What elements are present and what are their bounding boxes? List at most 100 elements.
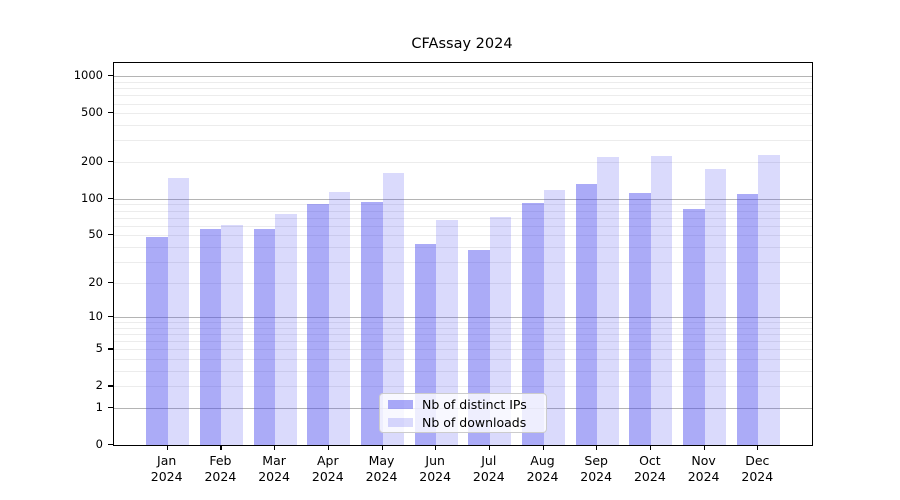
x-tick-dec — [757, 445, 759, 450]
x-tick-year-oct: 2024 — [633, 469, 666, 484]
x-tick-month-apr: Apr — [316, 453, 339, 468]
y-tick-label-10: 10 — [88, 309, 103, 323]
x-tick-label-aug: Aug 2024 — [511, 453, 575, 485]
bar-distinct-ips-may — [361, 202, 383, 445]
x-tick-year-nov: 2024 — [687, 469, 720, 484]
x-tick-month-aug: Aug — [530, 453, 555, 468]
gridline-minor-6 — [114, 341, 812, 343]
y-tick-label-100: 100 — [81, 190, 103, 205]
x-tick-label-nov: Nov 2024 — [672, 453, 736, 485]
x-tick-label-oct: Oct 2024 — [618, 453, 682, 485]
x-tick-year-jan: 2024 — [150, 469, 183, 484]
x-tick-may — [381, 445, 383, 450]
gridline-minor-200 — [114, 162, 812, 163]
gridline-minor-4 — [114, 359, 812, 361]
legend-swatch-downloads-icon — [388, 417, 413, 427]
x-tick-label-mar: Mar 2024 — [242, 453, 306, 485]
y-tick-label-1000: 1000 — [73, 68, 103, 83]
bar-distinct-ips-jan — [146, 237, 168, 445]
x-tick-month-sep: Sep — [584, 453, 608, 468]
x-tick-month-oct: Oct — [639, 453, 661, 468]
x-tick-month-dec: Dec — [745, 453, 770, 468]
bar-distinct-ips-nov — [683, 209, 705, 445]
y-tick-0 — [108, 444, 113, 446]
legend-entry-downloads: Nb of downloads — [388, 415, 538, 430]
x-tick-year-mar: 2024 — [258, 469, 290, 484]
x-tick-mar — [274, 445, 276, 450]
x-tick-year-aug: 2024 — [526, 469, 559, 484]
gridline-minor-20 — [114, 282, 812, 284]
x-tick-jun — [435, 445, 437, 450]
bar-distinct-ips-sep — [575, 184, 598, 445]
gridline-minor-400 — [114, 125, 812, 127]
y-tick-label-2: 2 — [95, 378, 103, 393]
x-tick-feb — [220, 445, 222, 450]
y-tick-50 — [108, 234, 113, 236]
gridline-major-10 — [114, 317, 812, 318]
y-tick-label-500: 500 — [81, 105, 103, 120]
gridline-minor-500 — [114, 113, 812, 115]
x-tick-year-feb: 2024 — [204, 469, 237, 484]
gridline-minor-300 — [114, 140, 812, 142]
x-tick-year-jul: 2024 — [472, 469, 505, 484]
bar-downloads-jan — [167, 177, 190, 445]
x-tick-year-apr: 2024 — [311, 469, 344, 484]
x-tick-month-mar: Mar — [262, 453, 286, 468]
legend-entry-distinct-ips: Nb of distinct IPs — [388, 397, 538, 412]
gridline-major-1000 — [114, 76, 812, 78]
gridline-minor-9 — [114, 322, 812, 324]
x-tick-sep — [596, 445, 598, 450]
y-tick-1000 — [108, 75, 113, 77]
bar-downloads-sep — [597, 157, 619, 445]
gridline-minor-2 — [114, 386, 812, 388]
bar-downloads-apr — [328, 192, 351, 445]
x-tick-year-dec: 2024 — [741, 469, 774, 484]
y-tick-5 — [108, 348, 113, 350]
gridline-minor-60 — [114, 225, 812, 227]
bar-downloads-may — [382, 173, 404, 445]
gridline-minor-800 — [114, 88, 812, 90]
x-tick-label-dec: Dec 2024 — [725, 453, 789, 485]
x-tick-jul — [488, 445, 490, 450]
y-tick-label-20: 20 — [88, 274, 103, 289]
x-tick-year-sep: 2024 — [580, 469, 613, 484]
y-tick-10 — [108, 316, 113, 318]
gridline-minor-70 — [114, 217, 812, 219]
x-tick-apr — [327, 445, 329, 450]
legend-label-downloads: Nb of downloads — [422, 414, 527, 430]
y-tick-20 — [108, 281, 113, 283]
gridline-minor-5 — [114, 349, 812, 351]
bar-distinct-ips-feb — [199, 229, 222, 445]
x-tick-label-may: May 2024 — [350, 453, 414, 485]
y-tick-label-0: 0 — [95, 437, 103, 451]
bar-downloads-nov — [704, 169, 727, 445]
y-tick-label-1: 1 — [95, 400, 103, 414]
legend-swatch-distinct-ips-icon — [388, 399, 413, 409]
legend: Nb of distinct IPs Nb of downloads — [379, 393, 547, 433]
bar-distinct-ips-dec — [736, 194, 759, 445]
x-tick-month-jun: Jun — [425, 453, 445, 468]
gridline-minor-8 — [114, 327, 812, 329]
bar-downloads-dec — [758, 154, 780, 445]
gridline-minor-7 — [114, 334, 812, 335]
gridline-minor-600 — [114, 103, 812, 105]
gridline-minor-40 — [114, 246, 812, 248]
bar-downloads-feb — [221, 224, 243, 445]
bar-downloads-jul — [489, 216, 512, 445]
y-tick-label-5: 5 — [95, 341, 103, 356]
x-tick-month-feb: Feb — [209, 453, 232, 468]
bar-distinct-ips-oct — [629, 192, 651, 445]
x-tick-aug — [542, 445, 544, 450]
y-tick-100 — [108, 197, 113, 199]
x-tick-jan — [166, 445, 168, 450]
x-tick-label-sep: Sep 2024 — [564, 453, 628, 485]
x-tick-month-jan: Jan — [157, 453, 177, 468]
bar-downloads-mar — [275, 213, 297, 445]
bar-distinct-ips-mar — [253, 229, 276, 445]
y-tick-1 — [108, 407, 113, 409]
gridline-minor-900 — [114, 81, 812, 83]
y-tick-500 — [108, 112, 113, 114]
x-tick-label-apr: Apr 2024 — [296, 453, 360, 485]
x-tick-oct — [649, 445, 652, 450]
